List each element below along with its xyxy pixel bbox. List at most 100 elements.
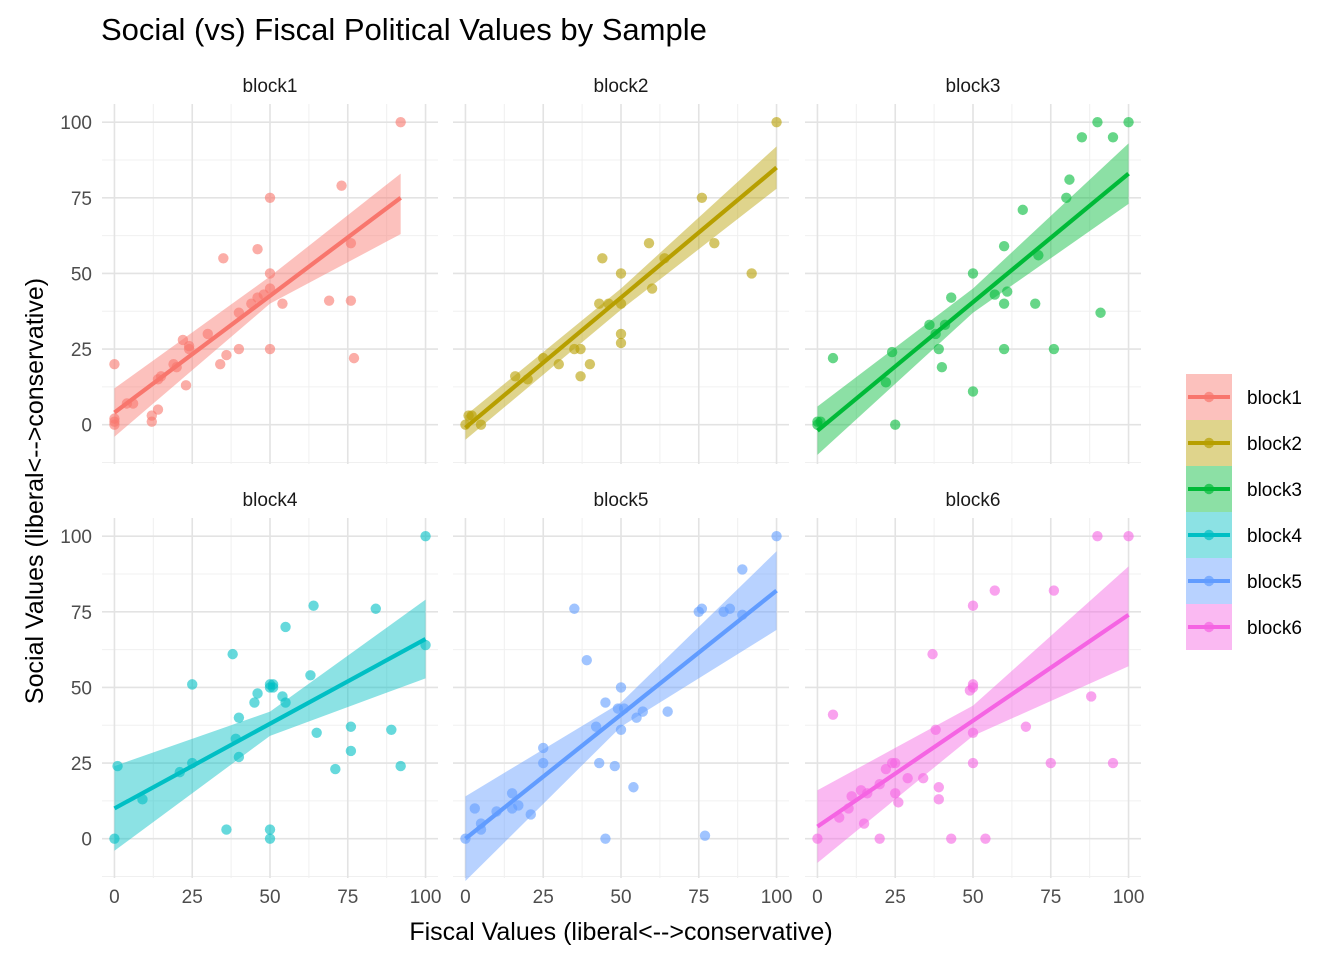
data-point (902, 772, 913, 784)
data-point (924, 319, 935, 331)
data-point (1107, 132, 1119, 143)
data-point (202, 328, 213, 340)
panel-block1: block1 0 25 50 75 100 (60, 76, 438, 464)
data-point (858, 818, 870, 829)
data-point (1020, 721, 1032, 732)
data-point (233, 712, 245, 723)
data-point (1095, 307, 1106, 318)
data-point (1048, 343, 1060, 355)
data-point (475, 419, 487, 430)
data-point (998, 240, 1010, 252)
data-point (771, 116, 782, 128)
data-point (569, 603, 580, 614)
y-tick-label: 50 (71, 678, 92, 699)
data-point (615, 268, 627, 279)
fit-line (113, 637, 427, 811)
data-point (1123, 530, 1134, 542)
data-point (311, 727, 322, 738)
data-point (221, 824, 232, 835)
fit-line (464, 165, 778, 430)
legend-label: block2 (1247, 434, 1302, 455)
data-point (827, 352, 839, 364)
data-point (308, 600, 319, 611)
data-point (637, 706, 648, 717)
y-tick-label: 75 (71, 189, 92, 210)
data-point (1064, 174, 1075, 185)
data-point (890, 788, 901, 799)
data-point (336, 180, 347, 191)
data-point (264, 824, 276, 835)
data-point (918, 772, 929, 784)
strip-label: block6 (946, 490, 1001, 511)
x-tick-label: 25 (885, 887, 906, 908)
data-point (386, 724, 397, 735)
data-point (1092, 530, 1103, 542)
data-point (112, 760, 123, 772)
data-point (1030, 298, 1041, 309)
x-tick-label: 100 (761, 887, 793, 908)
data-point (643, 237, 655, 249)
panel-block3: block3 (805, 76, 1141, 464)
data-point (600, 833, 611, 844)
data-point (345, 721, 357, 732)
data-point (469, 803, 480, 814)
data-point (584, 358, 596, 370)
data-point (395, 760, 406, 772)
data-point (967, 386, 979, 397)
data-point (252, 688, 263, 699)
data-point (1123, 116, 1134, 128)
data-point (967, 600, 979, 611)
data-point (989, 585, 1000, 596)
strip-label: block4 (243, 490, 298, 511)
data-point (696, 603, 708, 614)
data-point (662, 706, 673, 717)
legend-point (1203, 529, 1215, 541)
legend-point (1203, 621, 1215, 633)
data-point (724, 603, 736, 614)
data-point (152, 404, 164, 415)
data-point (998, 298, 1010, 309)
data-point (187, 679, 198, 690)
data-point (709, 237, 720, 249)
y-tick-label: 25 (71, 340, 92, 361)
data-point (874, 833, 885, 844)
legend-label: block4 (1247, 526, 1302, 547)
data-point (946, 292, 957, 303)
legend-label: block3 (1247, 480, 1302, 501)
data-point (930, 724, 941, 735)
strip-label: block3 (946, 76, 1001, 97)
legend-item-block2: block2 (1186, 420, 1302, 466)
y-tick-label: 100 (60, 527, 92, 548)
fit-line (464, 588, 778, 841)
y-tick-label: 0 (81, 830, 92, 851)
data-point (575, 343, 586, 355)
data-point (609, 760, 620, 772)
data-point (323, 295, 335, 306)
data-point (890, 419, 901, 430)
data-point (252, 244, 263, 255)
legend-label: block6 (1247, 618, 1302, 639)
legend-point (1203, 391, 1215, 403)
data-point (146, 416, 157, 427)
data-point (348, 352, 360, 364)
x-tick-label: 25 (182, 887, 203, 908)
data-point (221, 349, 232, 361)
data-point (249, 697, 260, 708)
data-point (597, 253, 608, 264)
x-tick-label: 50 (259, 887, 280, 908)
data-point (590, 721, 602, 732)
data-point (395, 116, 406, 128)
data-point (277, 298, 288, 309)
data-point (183, 343, 195, 355)
y-tick-label: 50 (71, 264, 92, 285)
data-point (575, 371, 586, 382)
y-tick-label: 25 (71, 754, 92, 775)
strip-label: block1 (243, 76, 298, 97)
legend-point (1203, 575, 1215, 587)
fit-line (113, 196, 402, 415)
data-point (345, 745, 357, 757)
data-point (812, 833, 823, 844)
panel-block4: block4 0 25 50 75 100 0 25 50 75 100 (60, 490, 441, 908)
data-point (933, 782, 944, 793)
data-point (646, 283, 658, 294)
